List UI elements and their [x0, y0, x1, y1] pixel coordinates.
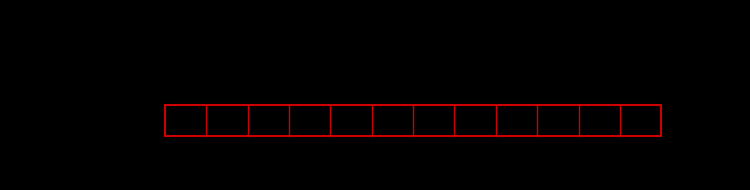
- Text: confidence interval for the mean speed of all automobiles traveling over this: confidence interval for the mean speed o…: [48, 177, 612, 190]
- Text: 53: 53: [507, 113, 526, 128]
- Text: 63: 63: [217, 113, 236, 128]
- Text: 59: 59: [176, 113, 195, 128]
- Text: 58: 58: [549, 113, 567, 128]
- Text: stretch of highway. For a random sample of 12 automobiles, radar indicated the: stretch of highway. For a random sample …: [48, 41, 652, 56]
- Text: 71: 71: [383, 113, 402, 128]
- Text: 66: 66: [632, 113, 650, 128]
- Text: 56: 56: [342, 113, 360, 128]
- Text: following speeds, in miles per hour: following speeds, in miles per hour: [48, 70, 323, 85]
- Bar: [165, 105, 662, 136]
- Text: 59: 59: [424, 113, 443, 128]
- Text: 57: 57: [300, 113, 319, 128]
- Text: 68: 68: [259, 113, 278, 128]
- Text: 69: 69: [466, 113, 484, 128]
- Text: Q2: There is concern about the speed of automobiles traveling over a particular: Q2: There is concern about the speed of …: [48, 11, 634, 26]
- Text: Assuming a normal population distribution, find the margin of error of a 95%: Assuming a normal population distributio…: [48, 147, 611, 162]
- Text: 60: 60: [590, 113, 608, 128]
